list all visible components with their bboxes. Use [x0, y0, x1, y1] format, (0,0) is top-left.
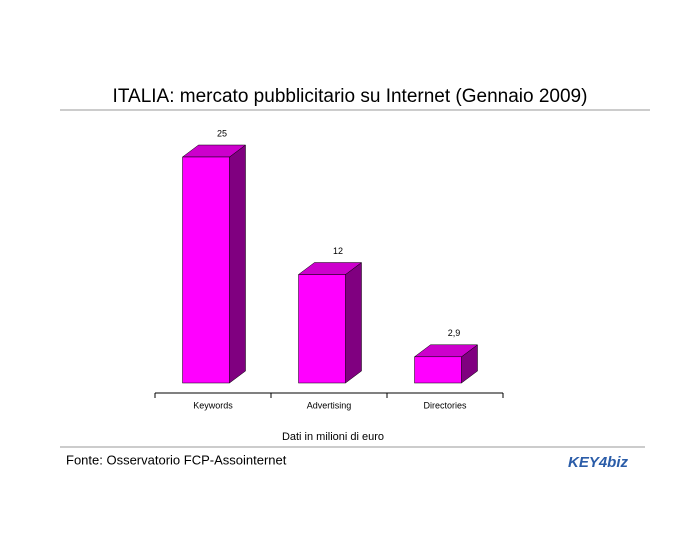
bar — [182, 156, 230, 384]
bar-side — [229, 144, 246, 384]
data-label: 2,9 — [448, 328, 461, 338]
data-label: 25 — [217, 128, 227, 138]
logo: KEY4biz — [568, 454, 629, 471]
data-label: 12 — [333, 246, 343, 256]
bar — [414, 356, 462, 384]
chart-title: ITALIA: mercato pubblicitario su Interne… — [113, 86, 588, 107]
bar — [298, 274, 346, 384]
x-axis-label: Dati in milioni di euro — [282, 431, 384, 443]
source-note: Fonte: Osservatorio FCP-Assointernet — [66, 452, 287, 467]
bar-side — [345, 262, 362, 384]
x-tick-label: Advertising — [307, 400, 352, 410]
x-tick-label: Keywords — [193, 400, 233, 410]
x-tick-label: Directories — [423, 400, 467, 410]
